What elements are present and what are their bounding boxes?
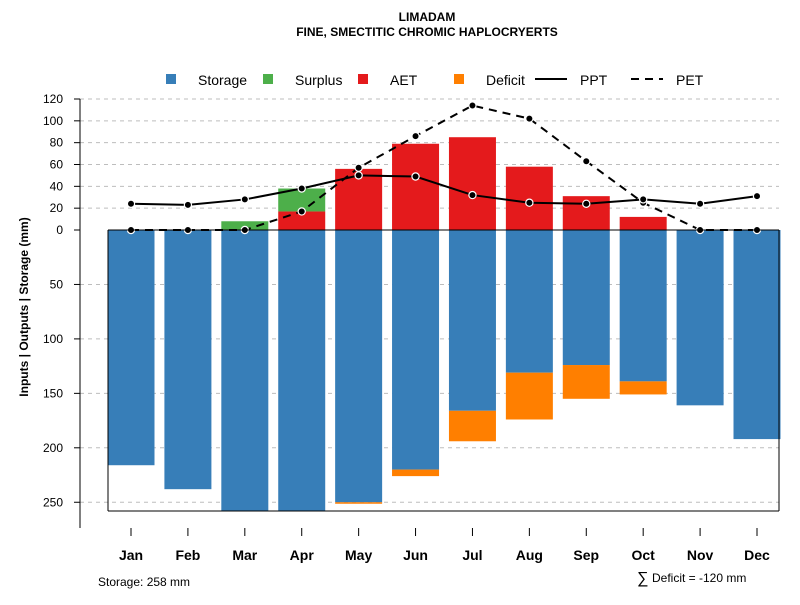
x-tick-label: Mar bbox=[232, 547, 257, 563]
storage-bar bbox=[562, 230, 610, 366]
ppt-point bbox=[411, 172, 420, 181]
deficit-bar bbox=[505, 372, 553, 420]
y-tick-label: 150 bbox=[43, 386, 63, 400]
deficit-bar bbox=[448, 410, 496, 442]
aet-bar bbox=[448, 137, 496, 230]
ppt-point bbox=[240, 195, 250, 204]
bars bbox=[107, 137, 781, 511]
ppt-point bbox=[695, 199, 705, 208]
y-tick-label: 100 bbox=[43, 332, 63, 346]
footer-deficit: Deficit = -120 mm bbox=[652, 571, 746, 585]
storage-bar bbox=[221, 230, 269, 511]
x-tick-label: Jan bbox=[119, 547, 143, 563]
storage-bar bbox=[107, 230, 155, 466]
x-tick-label: Aug bbox=[516, 547, 543, 563]
legend-label: Deficit bbox=[486, 72, 525, 88]
chart-subtitle: FINE, SMECTITIC CHROMIC HAPLOCRYERTS bbox=[296, 25, 558, 39]
ppt-point bbox=[525, 198, 534, 207]
ppt-point bbox=[752, 191, 762, 201]
x-tick-label: Nov bbox=[687, 547, 714, 563]
y-tick-label: 60 bbox=[50, 158, 64, 172]
pet-point bbox=[525, 114, 534, 123]
y-tick-label: 20 bbox=[50, 201, 64, 215]
ppt-line bbox=[130, 174, 758, 206]
pet-point bbox=[411, 131, 420, 141]
footer-sigma-symbol: ∑ bbox=[637, 570, 648, 587]
pet-point bbox=[468, 101, 477, 110]
x-tick-label: Apr bbox=[290, 547, 315, 563]
surplus-bar bbox=[221, 221, 269, 230]
legend-label: PPT bbox=[580, 72, 608, 88]
x-tick-label: Jun bbox=[403, 547, 428, 563]
y-tick-label: 100 bbox=[43, 114, 63, 128]
y-tick-label: 250 bbox=[43, 495, 63, 509]
y-tick-label: 40 bbox=[50, 179, 64, 193]
chart-title: LIMADAM bbox=[399, 10, 456, 24]
storage-bar bbox=[733, 230, 781, 440]
legend-swatch bbox=[358, 74, 368, 84]
storage-bar bbox=[448, 230, 496, 411]
legend-label: Surplus bbox=[295, 72, 342, 88]
storage-bar bbox=[335, 230, 383, 503]
legend-swatch bbox=[263, 74, 273, 84]
x-tick-label: Dec bbox=[744, 547, 770, 563]
pet-point bbox=[354, 163, 363, 172]
x-tick-label: Sep bbox=[573, 547, 599, 563]
deficit-bar bbox=[392, 469, 440, 477]
storage-bar bbox=[619, 230, 667, 382]
surplus-bar bbox=[278, 188, 326, 212]
y-tick-label: 50 bbox=[50, 277, 64, 291]
ppt-point bbox=[126, 199, 136, 208]
pet-point bbox=[582, 157, 591, 166]
storage-bar bbox=[392, 230, 440, 470]
y-axis-label: Inputs | Outputs | Storage (mm) bbox=[17, 217, 31, 396]
legend-label: PET bbox=[676, 72, 704, 88]
y-tick-label: 0 bbox=[56, 223, 63, 237]
storage-bar bbox=[278, 230, 326, 511]
axes: 0 20 40 60 80 100 120 50 100 150 200 250 Jan Feb Mar Ap… bbox=[43, 92, 780, 563]
storage-bar bbox=[164, 230, 212, 490]
pet-line bbox=[131, 104, 757, 231]
deficit-bar bbox=[335, 502, 383, 504]
lines bbox=[126, 101, 762, 235]
y-tick-label: 200 bbox=[43, 441, 63, 455]
legend: Storage Surplus AET Deficit PPT PET bbox=[166, 72, 704, 88]
aet-bar bbox=[505, 166, 553, 230]
ppt-point bbox=[582, 199, 591, 208]
x-tick-label: Feb bbox=[175, 547, 200, 563]
deficit-bar bbox=[619, 381, 667, 395]
x-tick-label: Jul bbox=[462, 547, 482, 563]
storage-bar bbox=[505, 230, 553, 373]
ppt-point bbox=[638, 195, 648, 204]
pet-point bbox=[297, 207, 306, 216]
x-tick-label: May bbox=[345, 547, 372, 563]
y-tick-label: 120 bbox=[43, 92, 63, 106]
storage-bar bbox=[676, 230, 724, 406]
aet-bar bbox=[392, 143, 440, 230]
deficit-bar bbox=[562, 365, 610, 399]
footer-storage: Storage: 258 mm bbox=[98, 575, 190, 589]
y-tick-label: 80 bbox=[50, 136, 64, 150]
legend-label: AET bbox=[390, 72, 418, 88]
ppt-point bbox=[297, 184, 306, 193]
ppt-point bbox=[183, 200, 193, 210]
legend-swatch bbox=[166, 74, 176, 84]
legend-label: Storage bbox=[198, 72, 247, 88]
ppt-point bbox=[468, 190, 477, 200]
ppt-point bbox=[354, 171, 363, 180]
aet-bar bbox=[619, 216, 667, 230]
x-tick-label: Oct bbox=[632, 547, 656, 563]
legend-swatch bbox=[454, 74, 464, 84]
